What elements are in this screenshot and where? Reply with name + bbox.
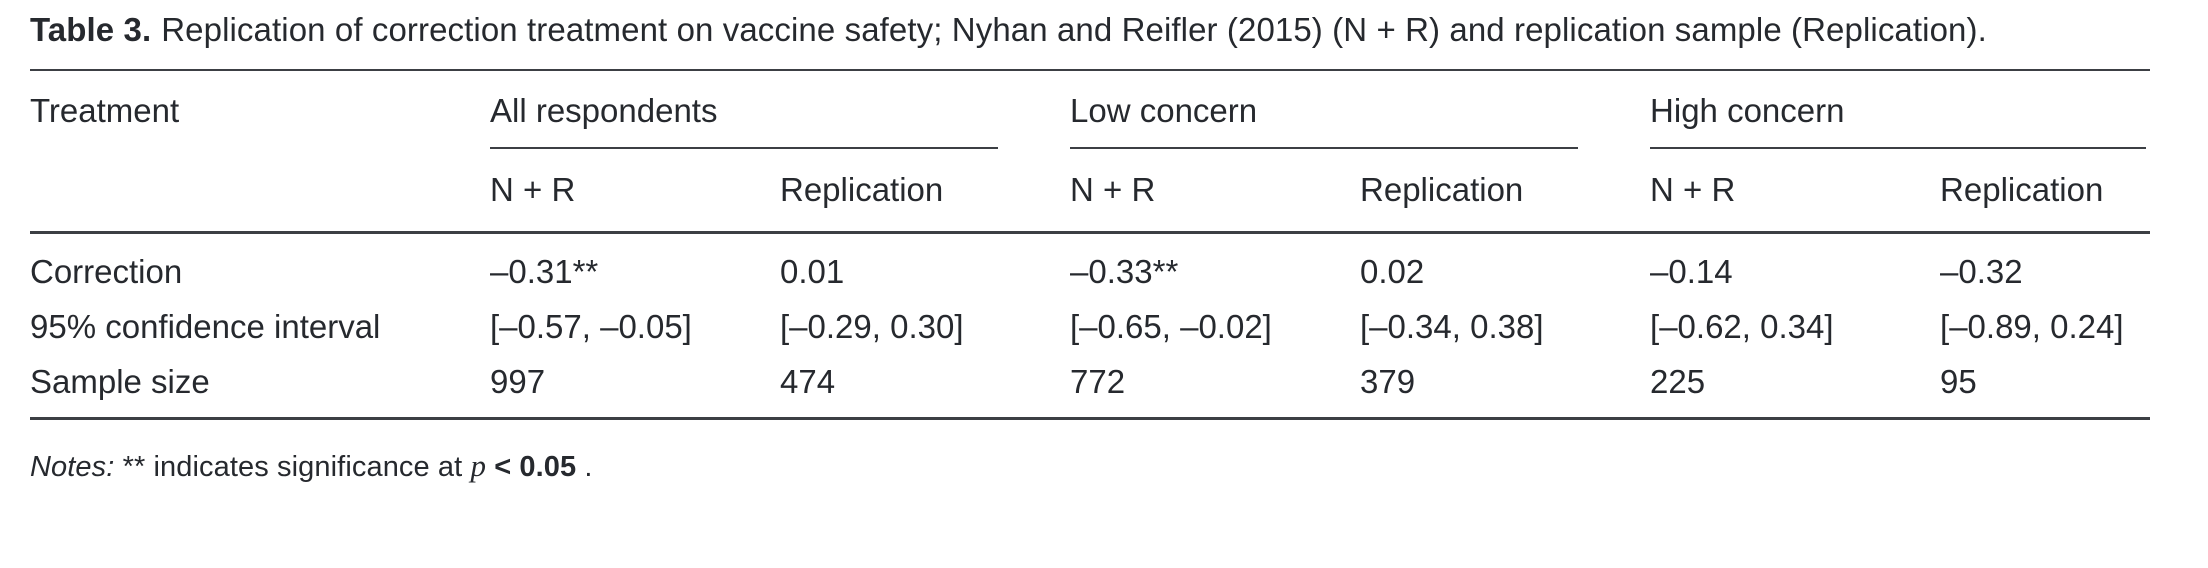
table-row-sample-size: Sample size 997 474 772 379 225 95 <box>30 353 2150 420</box>
table-cell: 772 <box>1070 353 1361 420</box>
notes-p-symbol: p <box>470 447 487 483</box>
subheader-n-plus-r: N + R <box>490 148 780 234</box>
table-cell: 379 <box>1360 353 1651 420</box>
table-number-label: Table 3. <box>30 11 152 48</box>
table-row-confidence-interval: 95% confidence interval [–0.57, –0.05] [… <box>30 299 2150 354</box>
table-cell: –0.33** <box>1070 252 1179 290</box>
subheader-replication: Replication <box>780 148 1071 234</box>
subheader-replication: Replication <box>1360 148 1651 234</box>
group-label-high-concern: High concern <box>1650 91 1845 129</box>
group-label-all-respondents: All respondents <box>490 91 718 129</box>
table-notes: Notes: ** indicates significance at p < … <box>30 448 2150 484</box>
row-label: Sample size <box>30 353 490 420</box>
table-cell: [–0.62, 0.34] <box>1650 307 1834 345</box>
table-cell: [–0.34, 0.38] <box>1360 307 1544 345</box>
group-label-low-concern: Low concern <box>1070 91 1258 129</box>
subheader-replication: Replication <box>1940 148 2150 234</box>
table-cell: 0.01 <box>780 252 845 290</box>
group-underline <box>1070 146 1579 149</box>
table-cell: [–0.65, –0.02] <box>1070 307 1272 345</box>
row-label: 95% confidence interval <box>30 307 381 345</box>
notes-p-threshold: < 0.05 <box>486 450 577 483</box>
treatment-column-header: Treatment <box>30 70 490 149</box>
group-underline <box>490 146 999 149</box>
table-cell: 225 <box>1650 353 1941 420</box>
table-cell: –0.32 <box>1940 252 2023 290</box>
notes-label: Notes: <box>30 450 115 483</box>
table-cell: [–0.89, 0.24] <box>1940 307 2124 345</box>
page: Table 3. Replication of correction treatm… <box>30 8 2150 484</box>
table-cell: [–0.29, 0.30] <box>780 307 964 345</box>
table-cell: 0.02 <box>1360 252 1425 290</box>
table-cell: [–0.57, –0.05] <box>490 307 692 345</box>
subheader-row: N + R Replication N + R Replication N + … <box>30 148 2150 234</box>
table-cell: –0.31** <box>490 252 599 290</box>
row-label: Correction <box>30 252 183 290</box>
group-underline <box>1650 146 2146 149</box>
table-caption-text: Replication of correction treatment on v… <box>161 11 1987 48</box>
table-cell: 997 <box>490 353 780 420</box>
table-cell: 95 <box>1940 353 2150 420</box>
subheader-n-plus-r: N + R <box>1070 148 1361 234</box>
table-cell: 474 <box>780 353 1071 420</box>
subheader-empty <box>30 148 490 234</box>
group-header-high-concern: High concern <box>1650 70 2150 149</box>
treatment-column-header-label: Treatment <box>30 91 180 129</box>
results-table: Treatment All respondents Low concern Hi… <box>30 68 2150 420</box>
group-header-row: Treatment All respondents Low concern Hi… <box>30 70 2150 149</box>
subheader-n-plus-r: N + R <box>1650 148 1941 234</box>
group-header-all-respondents: All respondents <box>490 70 1070 149</box>
notes-text: ** indicates significance at <box>114 450 471 483</box>
table-cell: –0.14 <box>1650 252 1733 290</box>
table-row-correction: Correction –0.31** 0.01 –0.33** 0.02 –0.… <box>30 232 2150 299</box>
notes-period: . <box>576 450 593 483</box>
group-header-low-concern: Low concern <box>1070 70 1650 149</box>
table-title: Table 3. Replication of correction treatm… <box>30 8 2035 53</box>
